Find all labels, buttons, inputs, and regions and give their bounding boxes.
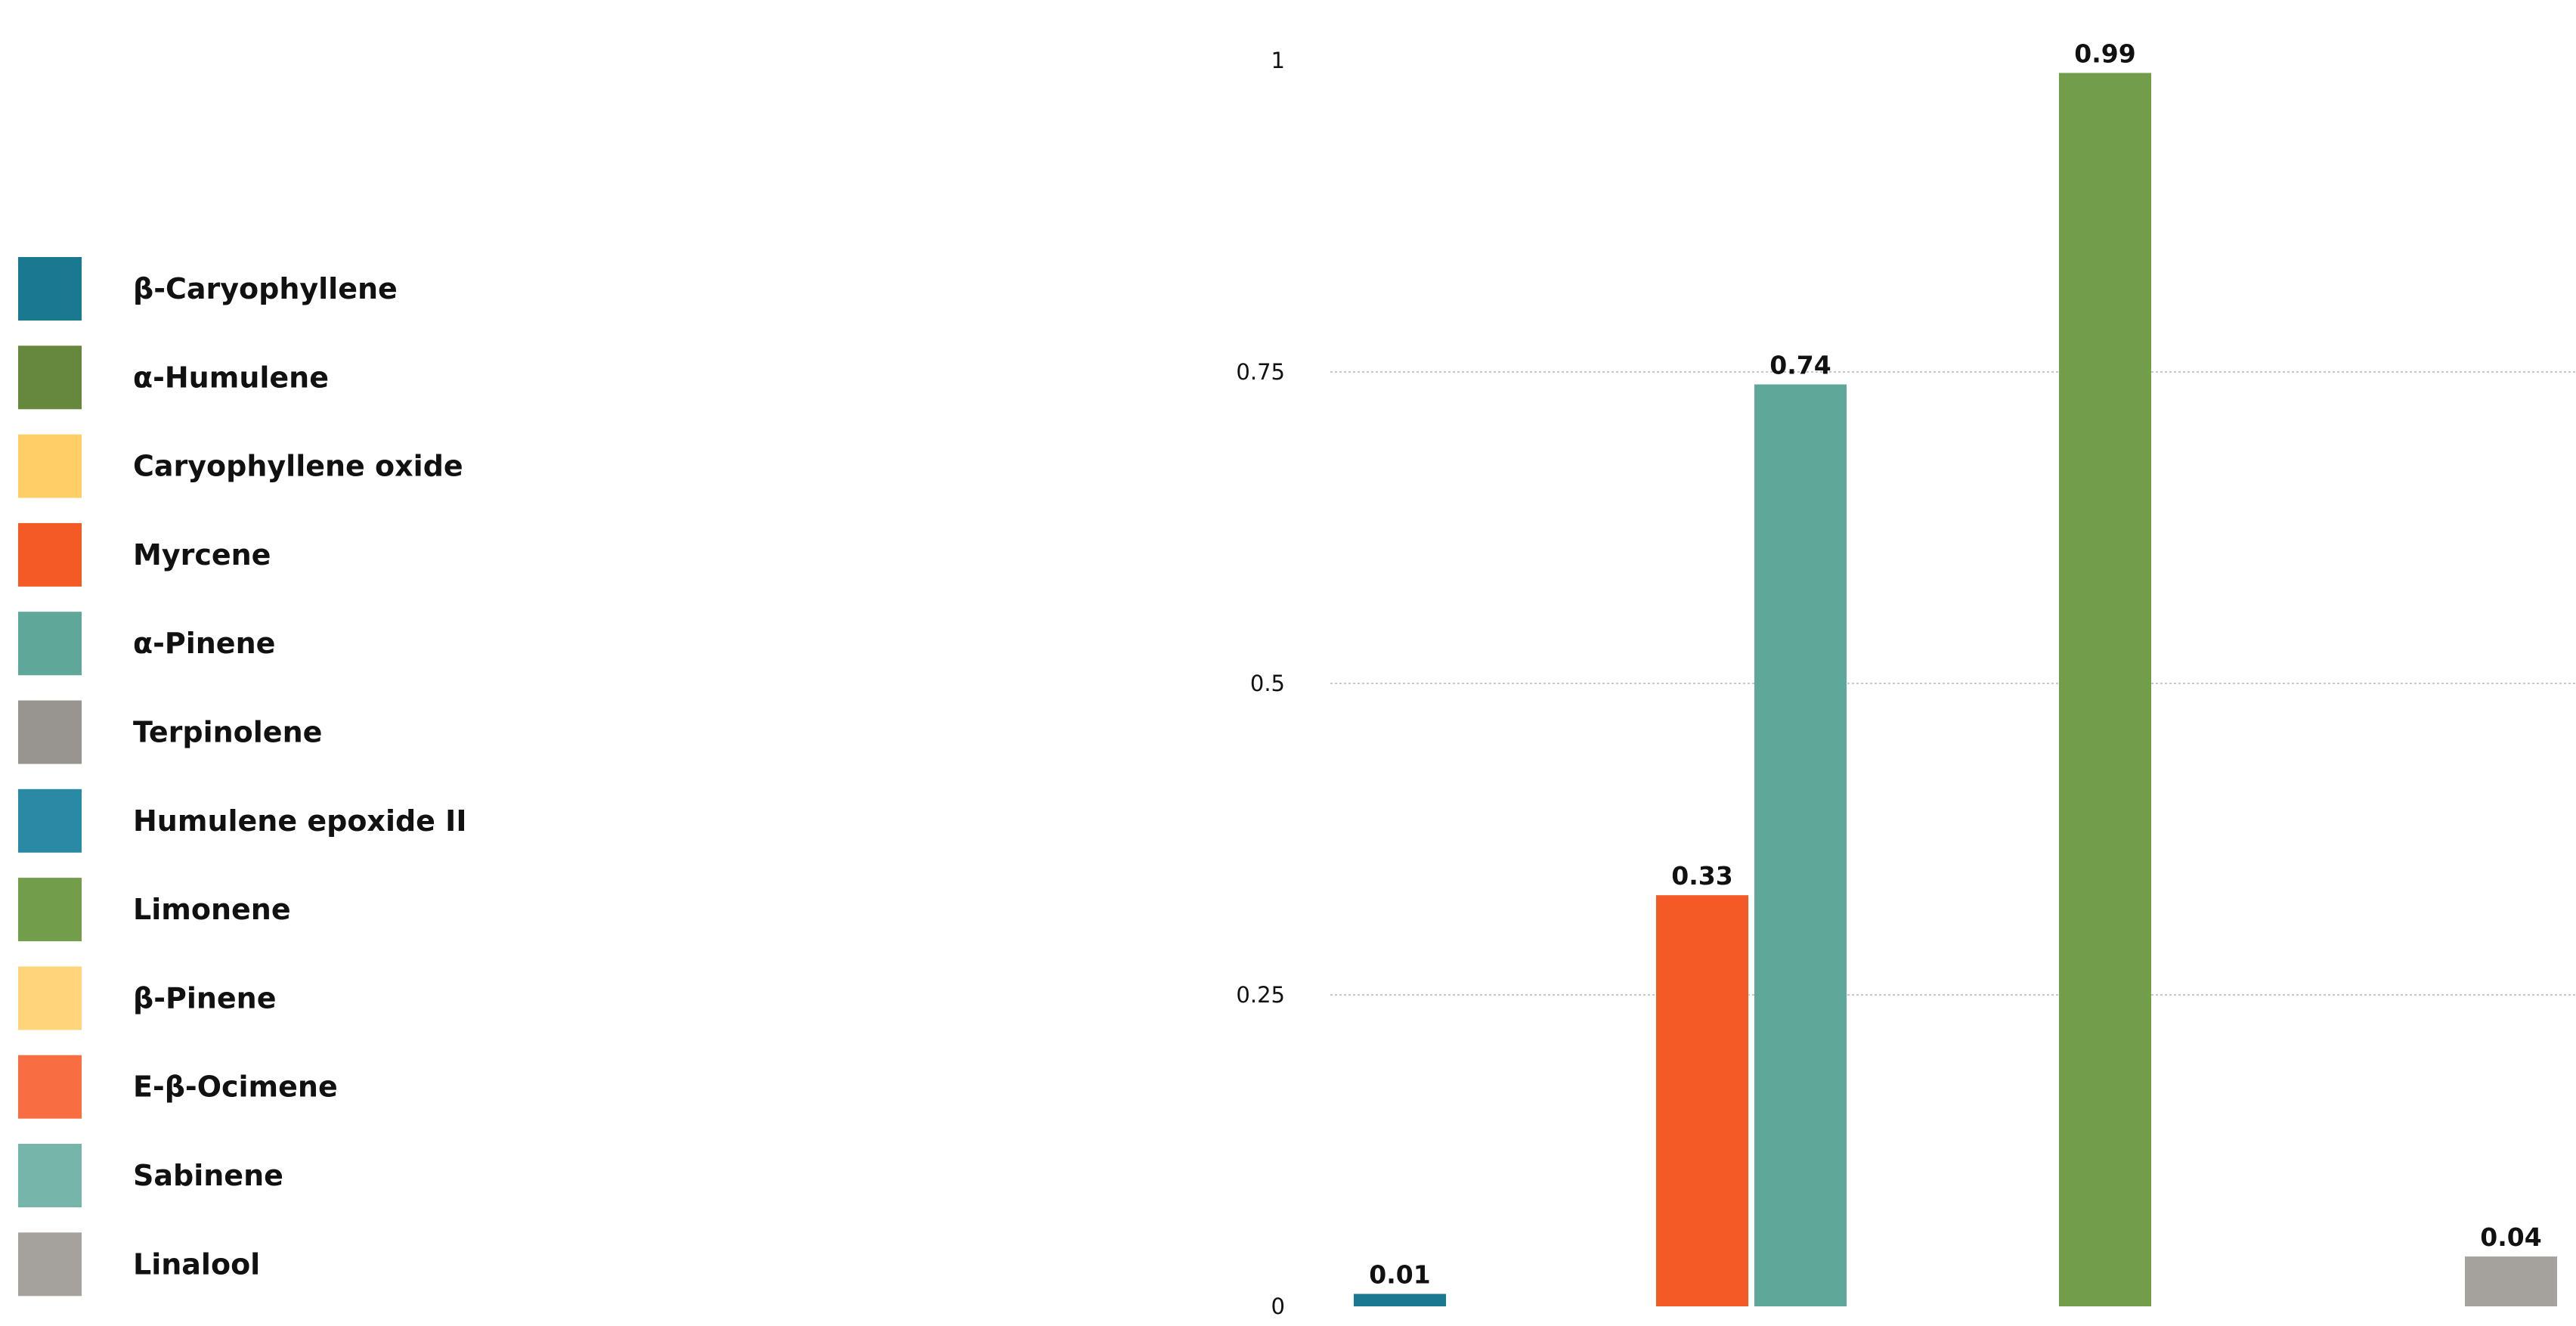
y-tick-label: 0.5 bbox=[1250, 671, 1285, 696]
legend-swatch-linalool bbox=[18, 1232, 82, 1297]
data-label-limonene: 0.99 bbox=[2074, 39, 2135, 68]
bars bbox=[1354, 73, 2557, 1307]
y-tick-label: 0 bbox=[1271, 1293, 1285, 1319]
legend-swatch-terpinolene bbox=[18, 700, 82, 764]
legend-label-humulene: α-Humulene bbox=[133, 361, 329, 394]
bar-myrcene bbox=[1656, 895, 1748, 1306]
legend-swatch-humulene bbox=[18, 345, 82, 410]
bar-linalool bbox=[2465, 1256, 2557, 1306]
legend-swatch-pinene bbox=[18, 966, 82, 1030]
legend-label-caryophyllene-oxide: Caryophyllene oxide bbox=[133, 450, 463, 483]
legend-label-caryophyllene: β-Caryophyllene bbox=[133, 272, 398, 305]
legend-swatch-myrcene bbox=[18, 522, 82, 587]
y-tick-label: 0.75 bbox=[1236, 359, 1285, 385]
legend-label-myrcene: Myrcene bbox=[133, 538, 271, 572]
legend-swatch-e-ocimene bbox=[18, 1055, 82, 1119]
grid bbox=[1330, 371, 2576, 996]
data-label-pinene: 0.74 bbox=[1769, 350, 1831, 380]
legend: β-Caryophyllene α-Humulene Caryophyllene o… bbox=[18, 257, 466, 1297]
legend-label-humulene-epoxide-ii: Humulene epoxide II bbox=[133, 804, 466, 838]
legend-label-e-ocimene: E-β-Ocimene bbox=[133, 1070, 338, 1104]
legend-label-linalool: Linalool bbox=[133, 1247, 260, 1281]
legend-label-pinene: α-Pinene bbox=[133, 627, 275, 660]
bar-limonene bbox=[2059, 73, 2151, 1307]
legend-swatch-caryophyllene-oxide bbox=[18, 434, 82, 498]
legend-swatch-humulene-epoxide-ii bbox=[18, 788, 82, 853]
y-tick-label: 1 bbox=[1271, 48, 1285, 73]
y-axis-ticks: 0 0.25 0.5 0.75 1 bbox=[1236, 48, 1285, 1319]
bar-pinene bbox=[1754, 384, 1847, 1307]
legend-swatch-limonene bbox=[18, 878, 82, 942]
legend-swatch-caryophyllene bbox=[18, 257, 82, 321]
legend-swatch-sabinene bbox=[18, 1144, 82, 1207]
legend-label-pinene: β-Pinene bbox=[133, 981, 277, 1015]
data-label-myrcene: 0.33 bbox=[1671, 861, 1732, 891]
y-tick-label: 0.25 bbox=[1236, 982, 1285, 1008]
legend-swatch-pinene bbox=[18, 612, 82, 676]
bar-caryophyllene bbox=[1354, 1293, 1446, 1306]
legend-label-terpinolene: Terpinolene bbox=[133, 716, 322, 749]
data-label-linalool: 0.04 bbox=[2480, 1222, 2541, 1252]
data-labels: 0.01 0.33 0.74 0.99 0.04 bbox=[1369, 39, 2541, 1289]
legend-label-sabinene: Sabinene bbox=[133, 1159, 283, 1192]
data-label-caryophyllene: 0.01 bbox=[1369, 1260, 1430, 1290]
legend-label-limonene: Limonene bbox=[133, 893, 291, 926]
